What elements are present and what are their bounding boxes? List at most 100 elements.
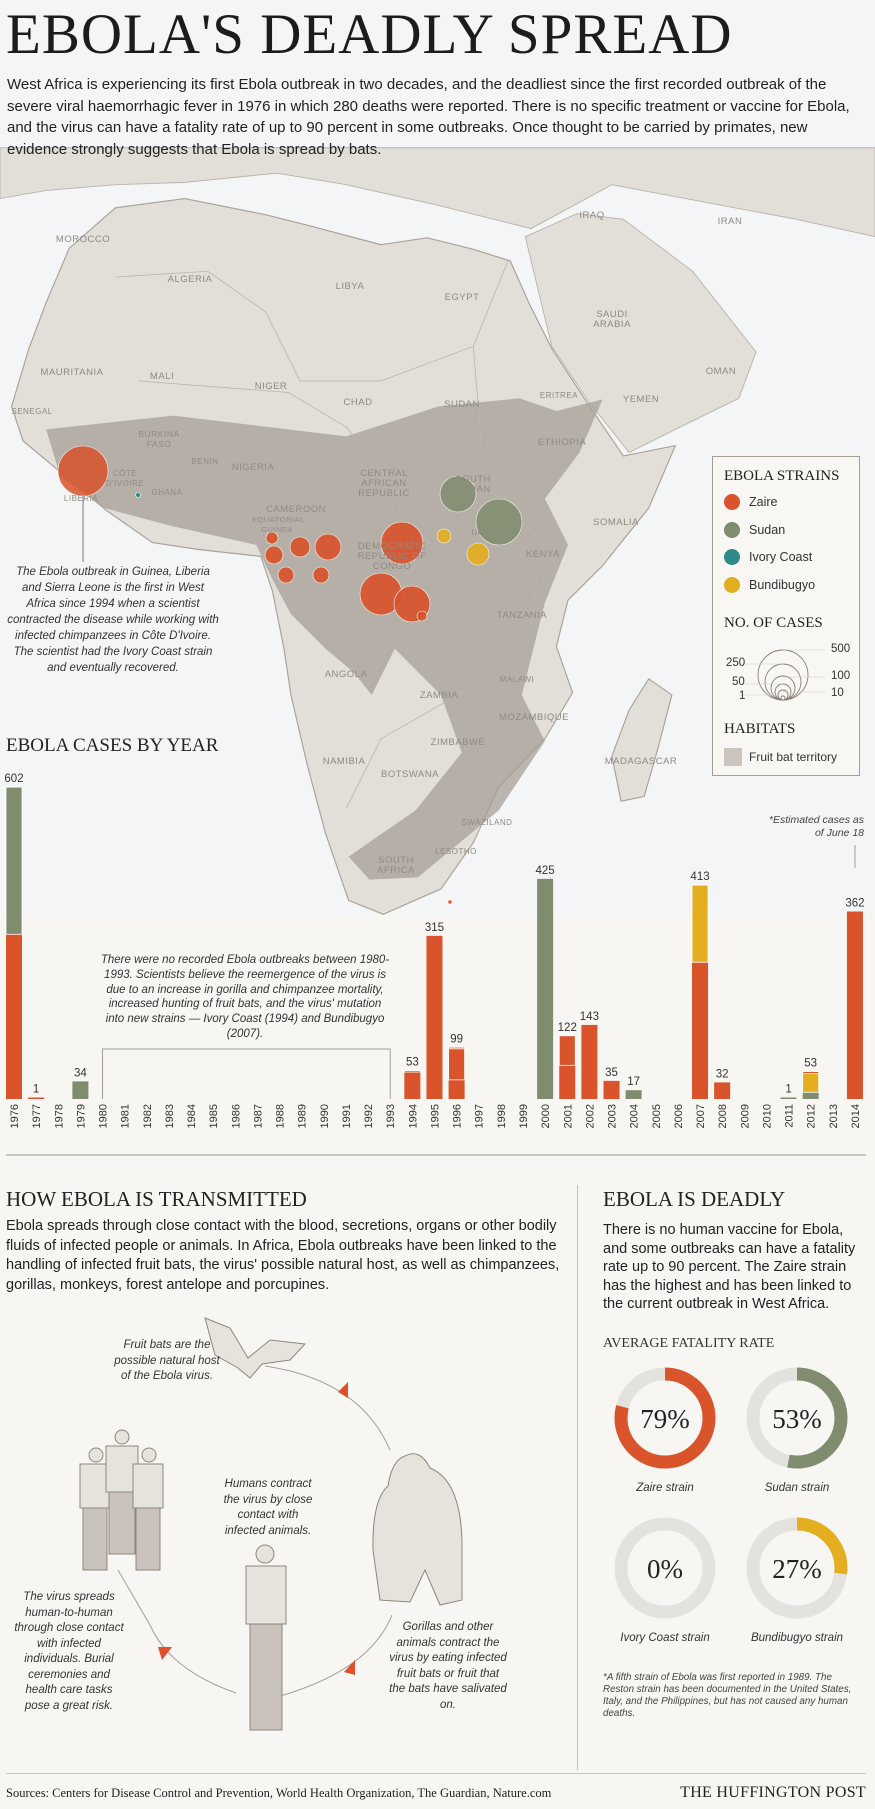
- year-tick-label: 1989: [297, 1104, 309, 1128]
- year-tick-label: 2010: [761, 1104, 773, 1128]
- gap-annotation: There were no recorded Ebola outbreaks b…: [100, 954, 390, 1040]
- value-label-2004: 17: [627, 1076, 640, 1088]
- year-tick-label: 1985: [208, 1104, 220, 1128]
- value-label-1994: 53: [406, 1057, 419, 1069]
- bats-caption: Fruit bats are the possible natural host…: [114, 1339, 220, 1382]
- value-label-1996: 99: [450, 1033, 463, 1045]
- map-label: MAURITANIA: [40, 367, 104, 378]
- map-label: UGANDA: [471, 528, 509, 537]
- strain-name: Ivory Coast strain: [620, 1632, 709, 1644]
- arrow-icon: [338, 1382, 348, 1398]
- bar-segment-2000-sudan: [537, 878, 554, 1099]
- bar-segment-2001-zaire: [559, 1065, 576, 1099]
- gap-bracket: [102, 1048, 391, 1099]
- bar-segment-2012-sudan: [802, 1092, 819, 1099]
- spread-caption: The virus spreads human-to-human through…: [14, 1591, 124, 1712]
- europe-landmass: [0, 147, 875, 238]
- map-label: KENYA: [525, 549, 561, 560]
- size-label: 10: [831, 687, 844, 699]
- human-icon: [245, 1544, 287, 1731]
- map-label: NIGERIA: [231, 462, 275, 473]
- bubble-ivory-coast: [135, 492, 141, 498]
- year-tick-label: 1988: [275, 1104, 287, 1128]
- bar-segment-2004-sudan: [625, 1090, 642, 1099]
- bar-segment-2003-zaire: [603, 1080, 620, 1099]
- column-divider: [577, 1185, 578, 1770]
- value-label-2011: 1: [785, 1084, 791, 1096]
- year-tick-label: 2008: [717, 1104, 729, 1128]
- bar-segment-2007-zaire: [692, 962, 709, 1099]
- year-tick-label: 1993: [385, 1104, 397, 1128]
- map-label: DEMOCRATIC REPUBLIC OF CONGO: [357, 541, 427, 572]
- year-tick-label: 1986: [230, 1104, 242, 1128]
- transmission-cycle-diagram: [79, 1317, 463, 1731]
- bar-segment-2008-zaire: [714, 1082, 731, 1099]
- chart-title: EBOLA CASES BY YEAR: [6, 735, 219, 756]
- map-label: LESOTHO: [435, 847, 477, 856]
- donut-arc-1: [746, 1367, 848, 1469]
- case-size-circles-icon: [738, 649, 825, 701]
- bubble-zaire: [314, 533, 342, 561]
- fatality-percent: 0%: [647, 1554, 683, 1584]
- year-tick-label: 2000: [540, 1104, 552, 1128]
- bubble-zaire: [416, 610, 428, 622]
- bar-segment-2012-bundibugyo: [802, 1073, 820, 1093]
- year-tick-label: 1982: [142, 1104, 154, 1128]
- map-label: MOZAMBIQUE: [499, 712, 569, 723]
- bar-segment-1976-sudan: [5, 786, 23, 935]
- map-label: YEMEN: [622, 394, 660, 405]
- map-label: MALI: [149, 371, 175, 382]
- legend-cases-title: NO. OF CASES: [724, 615, 823, 631]
- year-tick-label: 2014: [850, 1104, 862, 1128]
- bar-segment-1996-zaire: [448, 1079, 465, 1099]
- value-label-2000: 425: [536, 865, 555, 877]
- value-label-1979: 34: [74, 1067, 87, 1079]
- year-tick-label: 2013: [828, 1104, 840, 1128]
- bar-segment-2012-zaire: [802, 1071, 820, 1075]
- value-label-2001: 122: [558, 1022, 577, 1034]
- bar-segment-1977-zaire: [28, 1097, 45, 1099]
- map-label: EQUATORIAL GUINEA: [252, 515, 305, 534]
- year-tick-label: 2007: [695, 1104, 707, 1128]
- legend-label: Fruit bat territory: [749, 750, 838, 764]
- map-label: EGYPT: [444, 292, 480, 303]
- fatality-percent: 79%: [640, 1404, 690, 1434]
- year-tick-label: 1990: [319, 1104, 331, 1128]
- map-label: SOMALIA: [593, 517, 639, 528]
- strain-name: Bundibugyo strain: [751, 1632, 843, 1644]
- section-divider: [6, 1154, 866, 1156]
- year-tick-label: 1994: [407, 1104, 419, 1128]
- outbreak-bubbles: [57, 445, 523, 905]
- humans-caption: Humans contract the virus by close conta…: [223, 1478, 313, 1537]
- year-tick-label: 1987: [252, 1104, 264, 1128]
- map-label: CHAD: [343, 397, 373, 408]
- legend-label: Bundibugyo: [749, 578, 816, 592]
- brand-logo: THE HUFFINGTON POST: [680, 1784, 866, 1801]
- map-label: ERITREA: [539, 391, 579, 400]
- size-label: 250: [726, 657, 746, 669]
- map-label: BENIN: [191, 457, 219, 466]
- legend-strains-title: EBOLA STRAINS: [724, 468, 840, 484]
- bubble-zaire: [447, 899, 453, 905]
- map-label: SWAZILAND: [461, 818, 513, 827]
- bubble-zaire: [289, 536, 311, 558]
- bubble-bundibugyo: [436, 528, 452, 544]
- legend-habitats-title: HABITATS: [724, 721, 796, 737]
- bar-segment-2014-zaire: [846, 911, 863, 1099]
- gorillas-caption: Gorillas and other animals contract the …: [389, 1621, 507, 1711]
- arabia-landmass: [524, 213, 757, 454]
- legend-item-ivory-coast: Ivory Coast: [724, 549, 812, 565]
- transmission-body: Ebola spreads through close contact with…: [6, 1218, 560, 1293]
- strain-name: Sudan strain: [765, 1482, 830, 1494]
- year-tick-label: 2002: [584, 1104, 596, 1128]
- year-tick-label: 2011: [784, 1104, 796, 1128]
- bar-segment-2011-sudan: [780, 1097, 797, 1099]
- intro-paragraph: West Africa is experiencing its first Eb…: [7, 76, 850, 158]
- value-label-1976: 602: [4, 773, 23, 785]
- value-label-2008: 32: [716, 1068, 729, 1080]
- map-label: SUDAN: [444, 399, 480, 410]
- map-label: SOUTH SUDAN: [455, 474, 491, 495]
- value-label-1995: 315: [425, 922, 444, 934]
- size-label: 100: [831, 670, 851, 682]
- madagascar-landmass: [611, 677, 673, 802]
